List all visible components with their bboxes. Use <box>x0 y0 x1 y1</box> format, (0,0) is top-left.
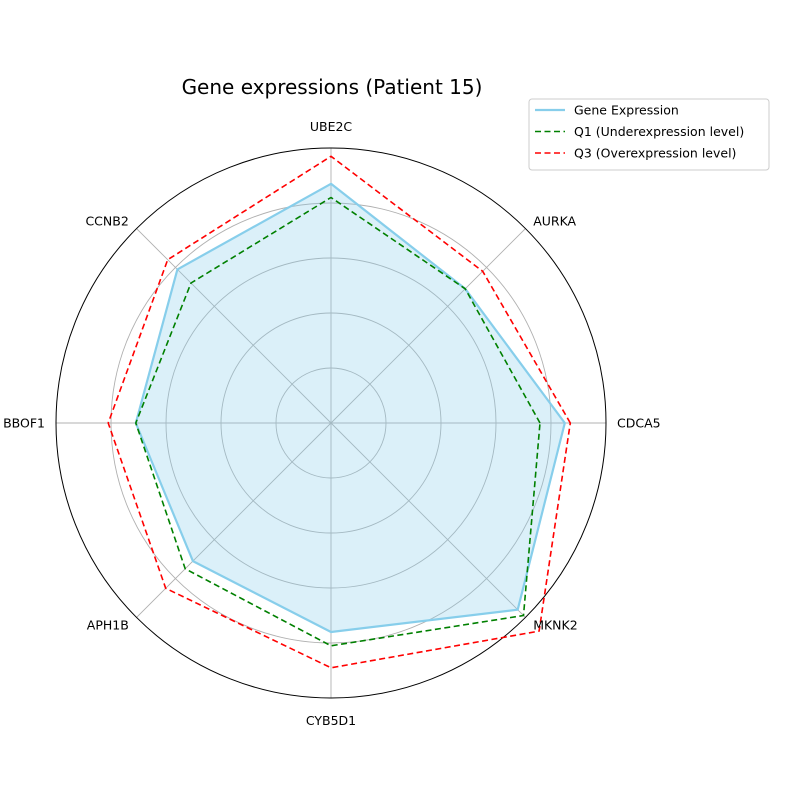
outer-frame <box>55 147 607 699</box>
chart-title: Gene expressions (Patient 15) <box>182 75 483 99</box>
series-line-q3-overexpression-level <box>107 155 572 669</box>
axis-label-aph1b: APH1B <box>87 618 129 633</box>
series-layer <box>107 155 572 669</box>
axis-label-ube2c: UBE2C <box>310 119 353 134</box>
grid-layer <box>55 147 607 699</box>
legend-frame <box>528 98 770 171</box>
axis-label-cyb5d1: CYB5D1 <box>306 713 356 728</box>
axis-label-aurka: AURKA <box>533 213 576 228</box>
axis-label-mknk2: MKNK2 <box>533 618 577 633</box>
legend-label-gene-expression: Gene Expression <box>574 103 679 118</box>
axis-label-bbof1: BBOF1 <box>3 416 45 431</box>
spoke-aph1b <box>136 422 332 618</box>
axis-label-layer: CDCA5 AURKA UBE2C CCNB2 BBOF1 APH1B CYB5D1 MKNK… <box>3 119 661 728</box>
axis-label-cdca5: CDCA5 <box>617 416 661 431</box>
spoke-mknk2 <box>330 422 526 618</box>
series-line-q1-underexpression-level <box>135 196 541 647</box>
axis-label-ccnb2: CCNB2 <box>85 213 128 228</box>
spoke-ccnb2 <box>136 228 332 424</box>
legend: Gene Expression Q1 (Underexpression level… <box>528 98 770 171</box>
legend-label-q3-overexpression-level: Q3 (Overexpression level) <box>574 146 736 161</box>
series-fill-gene-expression <box>135 183 565 633</box>
legend-label-q1-underexpression-level: Q1 (Underexpression level) <box>574 124 744 139</box>
spoke-aurka <box>330 228 526 424</box>
